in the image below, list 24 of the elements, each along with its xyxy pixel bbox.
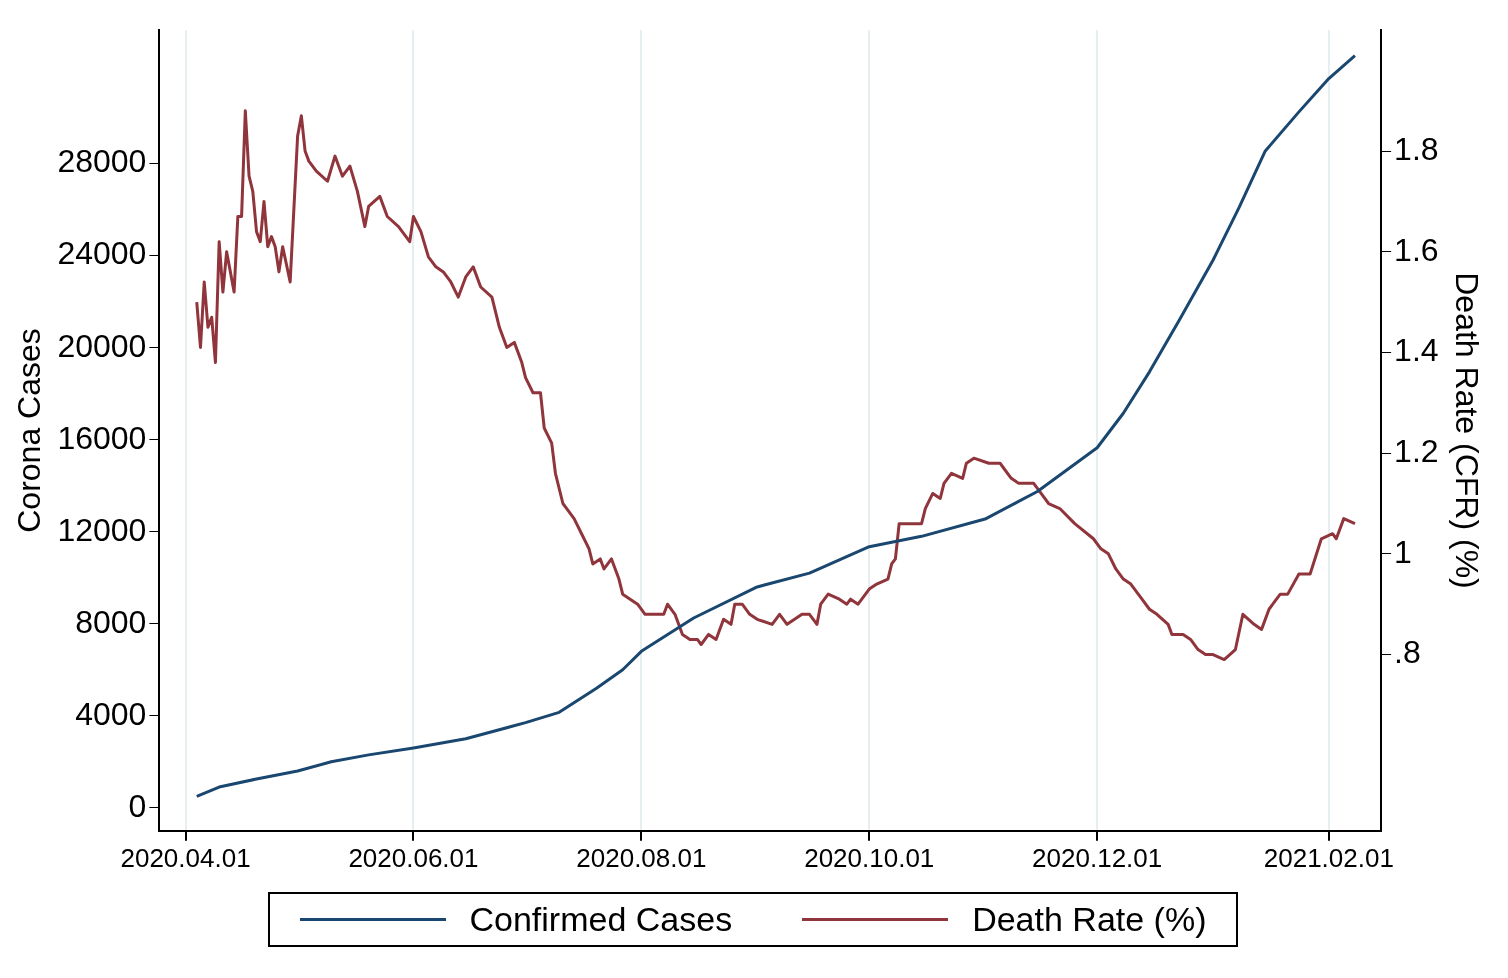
y2-tick-label: 1.4 [1394, 332, 1439, 369]
y-tick-label: 12000 [57, 511, 147, 548]
y-tick-label: 4000 [75, 695, 147, 732]
y2-axis-title: Death Rate (CFR) (%) [1448, 272, 1485, 589]
y-tick-label: 20000 [57, 327, 147, 364]
x-tick-label: 2020.12.01 [1032, 842, 1163, 873]
legend-label: Confirmed Cases [469, 900, 733, 939]
y2-tick-label: 1.6 [1394, 231, 1439, 268]
y2-tick-label: .8 [1394, 634, 1421, 671]
x-tick-label: 2021.02.01 [1263, 842, 1394, 873]
y2-tick-label: 1.2 [1394, 432, 1439, 469]
legend-label: Death Rate (%) [972, 900, 1207, 939]
y-tick-label: 0 [128, 787, 147, 824]
y2-tick-label: 1.8 [1394, 130, 1439, 167]
y-axis-title: Corona Cases [11, 328, 48, 533]
x-tick-label: 2020.04.01 [120, 842, 251, 873]
y-tick-label: 28000 [57, 143, 147, 180]
x-tick-label: 2020.08.01 [576, 842, 707, 873]
x-tick-label: 2020.06.01 [348, 842, 479, 873]
y-tick-label: 8000 [75, 603, 147, 640]
y2-tick-label: 1 [1394, 533, 1412, 570]
y-tick-label: 24000 [57, 235, 147, 272]
y-tick-label: 16000 [57, 419, 147, 456]
x-tick-label: 2020.10.01 [804, 842, 935, 873]
